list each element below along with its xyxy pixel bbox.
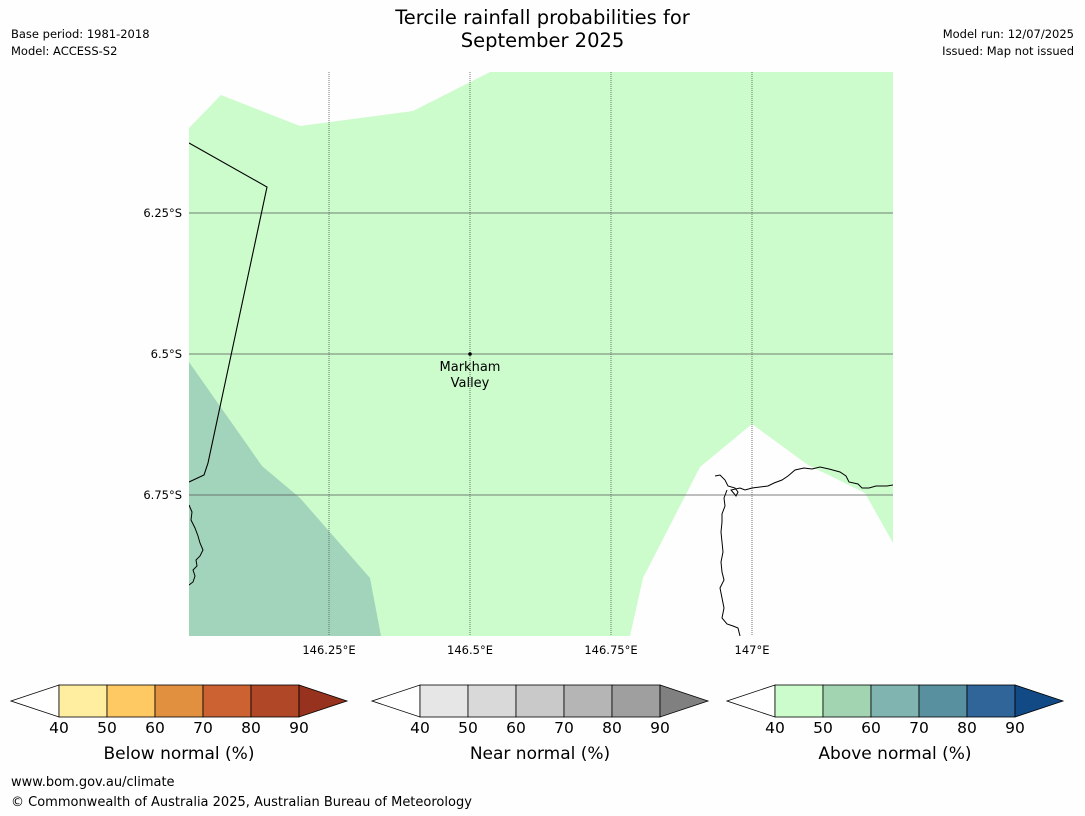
- legend-tick: 50: [458, 719, 478, 737]
- legend-tick: 40: [49, 719, 69, 737]
- river-line: [719, 489, 741, 636]
- colorbar-segment: [563, 684, 613, 718]
- legend-tick: 90: [650, 719, 670, 737]
- region-boundary-line: [189, 142, 268, 483]
- colorbar-below-normal: [9, 684, 349, 718]
- colorbar-over-triangle: [659, 684, 710, 718]
- meta-right: Model run: 12/07/2025 Issued: Map not is…: [942, 26, 1074, 60]
- lon-label-147: 147°E: [734, 643, 770, 657]
- meta-left: Base period: 1981-2018 Model: ACCESS-S2: [11, 26, 150, 60]
- colorbar-segment: [250, 684, 300, 718]
- colorbar-segment: [822, 684, 872, 718]
- legend-tick: 70: [909, 719, 929, 737]
- footer-url[interactable]: www.bom.gov.au/climate: [11, 775, 175, 790]
- model-text: Model: ACCESS-S2: [11, 44, 118, 58]
- colorbar-segment: [154, 684, 204, 718]
- base-period-text: Base period: 1981-2018: [11, 27, 150, 41]
- model-run-text: Model run: 12/07/2025: [942, 27, 1074, 41]
- legend-above-normal: 40 50 60 70 80 90 Above normal (%): [725, 684, 1066, 774]
- colorbar-near-normal: [370, 684, 710, 718]
- title-line-2: September 2025: [460, 29, 625, 52]
- colorbar-segment: [202, 684, 252, 718]
- legend-tick: 50: [97, 719, 117, 737]
- legend-tick: 80: [241, 719, 261, 737]
- lon-label-146-25: 146.25°E: [302, 643, 356, 657]
- colorbar-segment: [918, 684, 968, 718]
- legend-near-normal: 40 50 60 70 80 90 Near normal (%): [370, 684, 711, 774]
- legend-title: Above normal (%): [818, 744, 972, 764]
- legend-title: Below normal (%): [103, 744, 255, 764]
- above-normal-50-60-region: [189, 362, 381, 636]
- legend-tick: 40: [765, 719, 785, 737]
- colorbar-segment: [58, 684, 108, 718]
- legend-below-normal: 40 50 60 70 80 90 Below normal (%): [9, 684, 350, 774]
- legend-tick: 40: [410, 719, 430, 737]
- colorbar-segment: [611, 684, 661, 718]
- colorbar-segment: [870, 684, 920, 718]
- colorbar-under-triangle: [9, 684, 60, 718]
- lon-label-146-75: 146.75°E: [584, 643, 638, 657]
- issued-text: Issued: Map not issued: [942, 44, 1074, 58]
- colorbar-over-triangle: [298, 684, 349, 718]
- legend-tick: 50: [813, 719, 833, 737]
- colorbar-segment: [419, 684, 469, 718]
- colorbar-over-triangle: [1014, 684, 1065, 718]
- place-label-line-1: Markham: [439, 360, 501, 375]
- legend-tick: 80: [957, 719, 977, 737]
- coastline-east: [714, 466, 893, 497]
- colorbar-under-triangle: [370, 684, 421, 718]
- lat-label-6-5: 6.5°S: [150, 347, 182, 361]
- place-label-line-2: Valley: [450, 376, 490, 391]
- map-title: Tercile rainfall probabilities for Septe…: [0, 6, 1085, 52]
- lat-label-6-75: 6.75°S: [143, 488, 182, 502]
- colorbar-above-normal: [725, 684, 1065, 718]
- legend-tick: 70: [193, 719, 213, 737]
- legend-tick: 80: [602, 719, 622, 737]
- map-area: [189, 72, 893, 636]
- legend-tick: 60: [506, 719, 526, 737]
- legend-title: Near normal (%): [469, 744, 611, 764]
- lat-label-6-25: 6.25°S: [143, 206, 182, 220]
- colorbar-segment: [515, 684, 565, 718]
- place-label: Markham Valley: [420, 360, 520, 392]
- coastline-west: [189, 504, 204, 586]
- legend-tick: 90: [289, 719, 309, 737]
- legend-tick: 90: [1005, 719, 1025, 737]
- lon-label-146-5: 146.5°E: [447, 643, 493, 657]
- legend-tick: 70: [554, 719, 574, 737]
- legend-tick: 60: [861, 719, 881, 737]
- colorbar-segment: [467, 684, 517, 718]
- title-line-1: Tercile rainfall probabilities for: [395, 6, 690, 29]
- colorbar-segment: [966, 684, 1016, 718]
- footer-copyright: © Commonwealth of Australia 2025, Austra…: [11, 795, 472, 810]
- colorbar-segment: [774, 684, 824, 718]
- legend-tick: 60: [145, 719, 165, 737]
- colorbar-under-triangle: [725, 684, 776, 718]
- markham-valley-marker: [468, 352, 472, 356]
- colorbar-segment: [106, 684, 156, 718]
